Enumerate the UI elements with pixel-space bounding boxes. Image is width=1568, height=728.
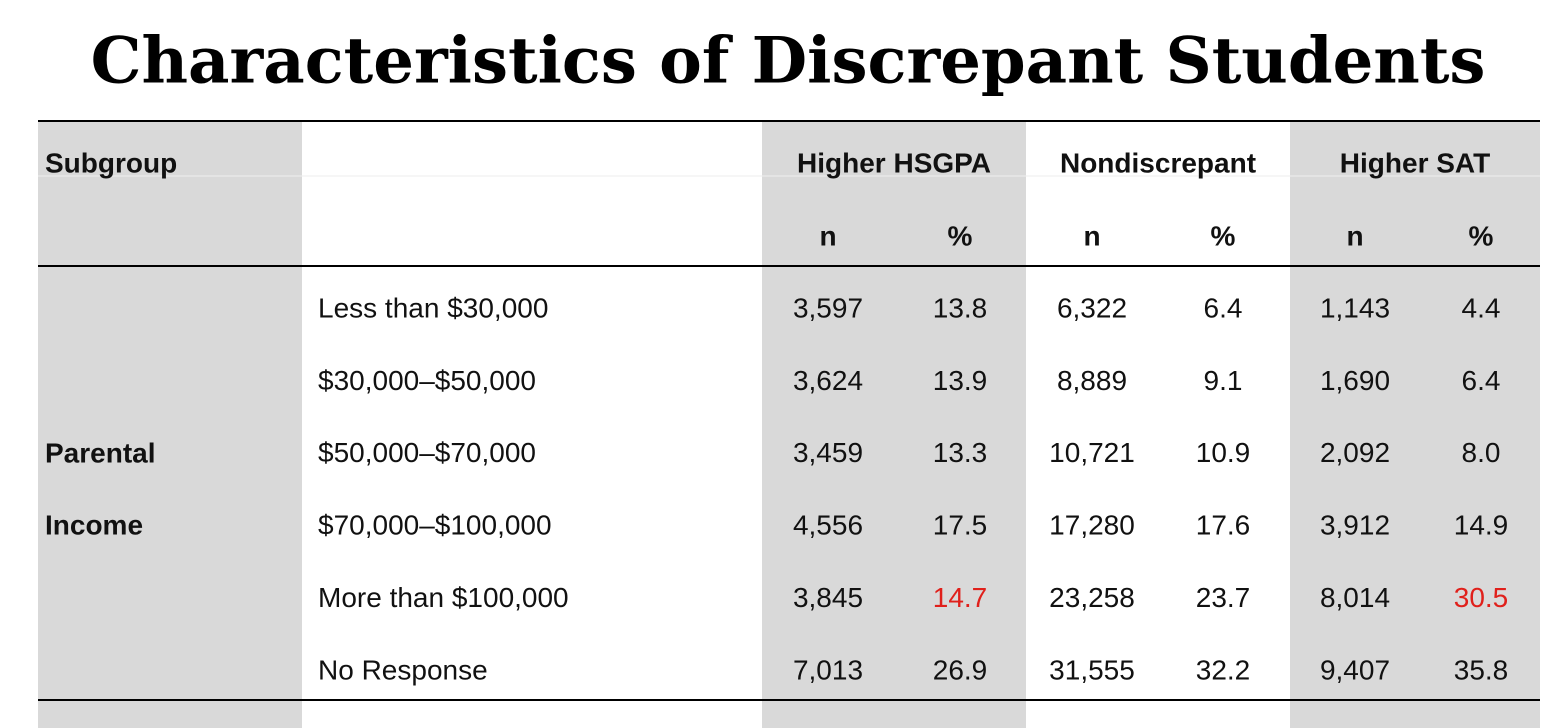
group-header: Higher SAT <box>1340 147 1490 178</box>
cell: 9,407 <box>1320 654 1390 685</box>
cell: 8,014 <box>1320 582 1390 613</box>
sub-header: % <box>1211 220 1236 251</box>
sub-header: % <box>1469 220 1494 251</box>
corner-header: Subgroup <box>45 147 177 178</box>
row-label: $50,000–$70,000 <box>318 437 536 468</box>
group-header: Higher HSGPA <box>797 147 991 178</box>
cell: 3,459 <box>793 437 863 468</box>
sub-header: n <box>819 220 836 251</box>
cell: 8.0 <box>1462 437 1501 468</box>
row-label: No Response <box>318 654 488 685</box>
cell: 23.7 <box>1196 582 1251 613</box>
cell: 17,280 <box>1049 510 1135 541</box>
cell: 13.8 <box>933 292 988 323</box>
cell: 6.4 <box>1462 365 1501 396</box>
row-label: $30,000–$50,000 <box>318 365 536 396</box>
sub-header: % <box>948 220 973 251</box>
cell: 14.9 <box>1454 510 1509 541</box>
cell: 14.7 <box>933 582 988 613</box>
title: Characteristics of Discrepant Students <box>91 24 1486 99</box>
shade <box>762 121 1026 728</box>
shade <box>1290 121 1540 728</box>
sub-header: n <box>1346 220 1363 251</box>
cell: 30.5 <box>1454 582 1509 613</box>
cell: 4.4 <box>1462 292 1501 323</box>
cell: 1,143 <box>1320 292 1390 323</box>
cell: 3,845 <box>793 582 863 613</box>
cell: 6,322 <box>1057 292 1127 323</box>
row-label: Less than $30,000 <box>318 292 548 323</box>
cell: 2,092 <box>1320 437 1390 468</box>
cell: 4,556 <box>793 510 863 541</box>
cell: 9.1 <box>1204 365 1243 396</box>
shade <box>38 121 302 728</box>
cell: 10,721 <box>1049 437 1135 468</box>
cell: 35.8 <box>1454 654 1509 685</box>
cell: 23,258 <box>1049 582 1135 613</box>
cell: 32.2 <box>1196 654 1251 685</box>
cell: 13.3 <box>933 437 988 468</box>
cell: 1,690 <box>1320 365 1390 396</box>
cell: 26.9 <box>933 654 988 685</box>
cell: 17.5 <box>933 510 988 541</box>
cell: 3,912 <box>1320 510 1390 541</box>
cell: 3,624 <box>793 365 863 396</box>
cell: 31,555 <box>1049 654 1135 685</box>
cell: 17.6 <box>1196 510 1251 541</box>
row-group-label: Parental <box>45 437 156 468</box>
cell: 10.9 <box>1196 437 1251 468</box>
backgrounds <box>38 120 1540 728</box>
sub-header: n <box>1083 220 1100 251</box>
cell: 6.4 <box>1204 292 1243 323</box>
row-label: More than $100,000 <box>318 582 569 613</box>
cell: 13.9 <box>933 365 988 396</box>
row-group-label: Income <box>45 509 143 540</box>
cell: 7,013 <box>793 654 863 685</box>
group-header: Nondiscrepant <box>1060 147 1256 178</box>
row-label: $70,000–$100,000 <box>318 510 552 541</box>
cell: 3,597 <box>793 292 863 323</box>
cell: 8,889 <box>1057 365 1127 396</box>
